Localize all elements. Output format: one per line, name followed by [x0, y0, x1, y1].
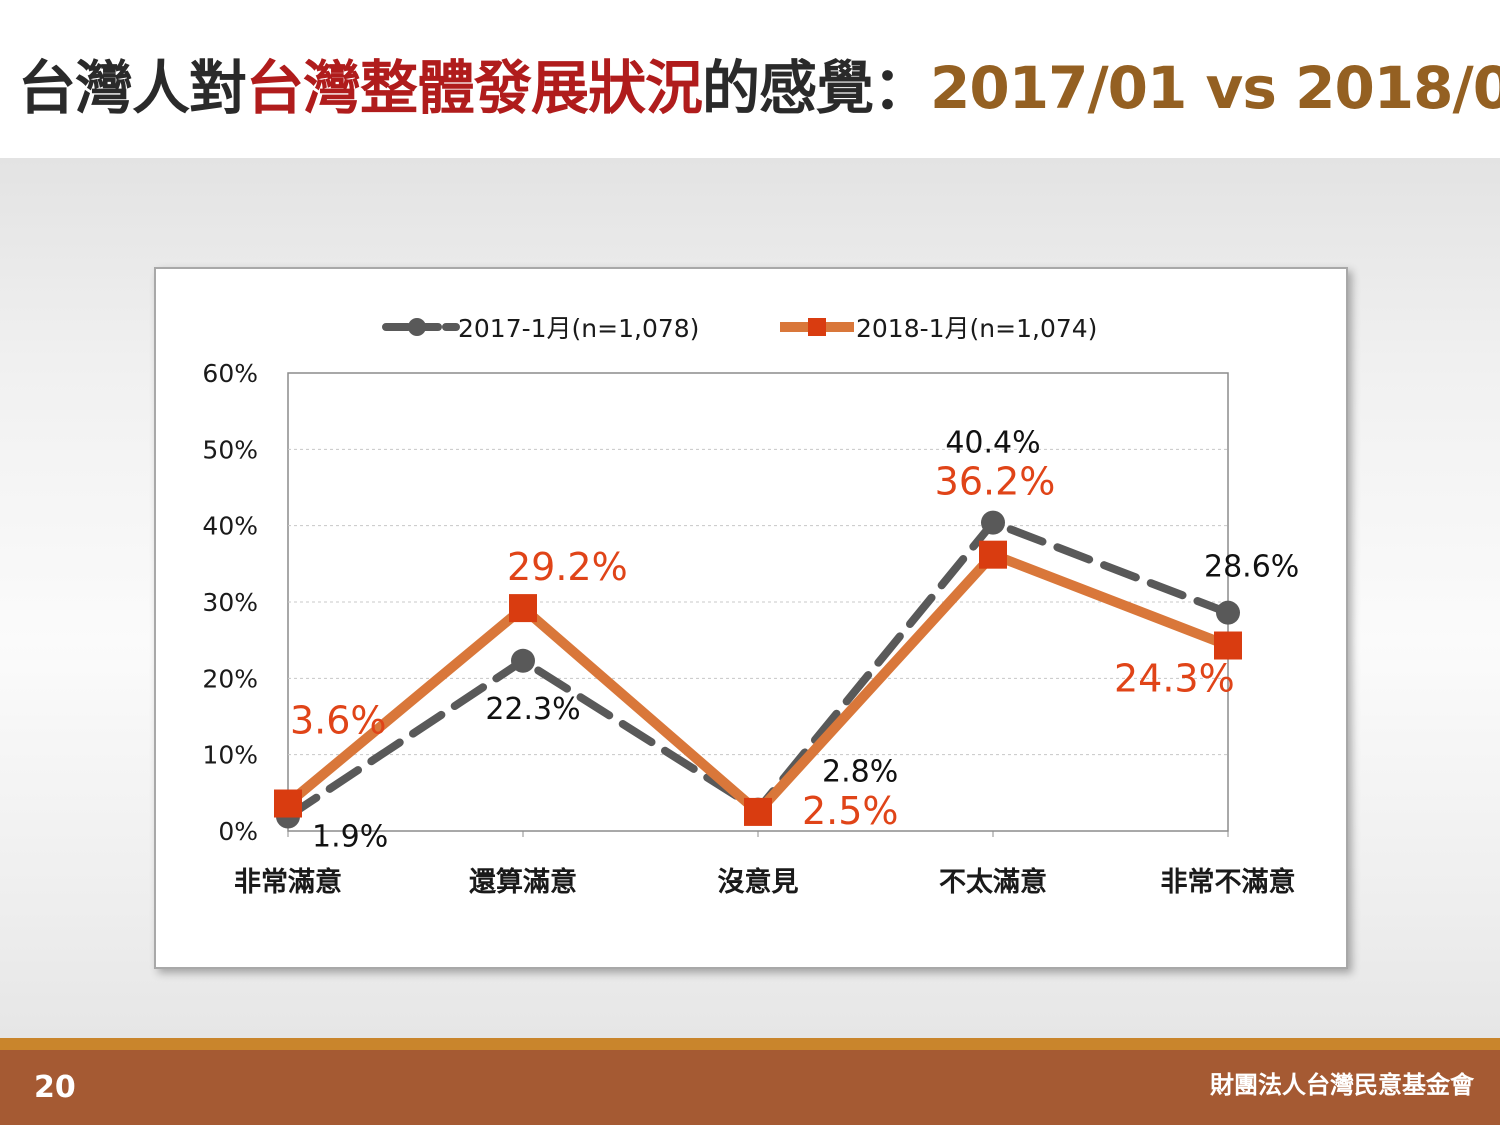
y-tick-label: 10%	[202, 741, 258, 770]
series-2017-marker	[981, 510, 1005, 535]
organization-name: 財團法人台灣民意基金會	[1210, 1071, 1474, 1099]
x-category-label: 沒意見	[718, 866, 799, 898]
page-number: 20	[34, 1070, 76, 1105]
series-2018-data-label: 2.5%	[802, 789, 899, 833]
legend-2017-label: 2017-1月(n=1,078)	[458, 314, 699, 343]
series-2017-line	[284, 518, 1232, 821]
line-chart: 0% 10% 20% 30% 40% 50% 60% 非常滿意 還算滿意 沒意見 不太滿意 非常不滿意…	[202, 314, 1299, 898]
series-2018-marker	[744, 797, 772, 826]
series-2017-marker	[511, 648, 535, 673]
y-tick-label: 20%	[202, 664, 258, 693]
x-category-label: 不太滿意	[939, 866, 1047, 898]
title-part-3: 的感覺：	[702, 54, 931, 122]
series-2018-data-label: 29.2%	[507, 545, 628, 589]
slide-title: 台灣人對台灣整體發展狀況的感覺：2017/01 vs 2018/01	[18, 46, 1500, 130]
chart-frame: 0% 10% 20% 30% 40% 50% 60% 非常滿意 還算滿意 沒意見 不太滿意 非常不滿意…	[154, 267, 1348, 969]
series-2018-marker	[1214, 631, 1242, 660]
series-2017-data-label: 40.4%	[945, 426, 1040, 461]
series-2018-data-label: 36.2%	[935, 460, 1056, 504]
series-2018-marker	[979, 540, 1007, 569]
title-part-4: 2017/01 vs 2018/01	[930, 54, 1500, 122]
slide-header: 台灣人對台灣整體發展狀況的感覺：2017/01 vs 2018/01	[0, 0, 1500, 158]
series-2017-data-label: 2.8%	[822, 755, 898, 790]
x-category-label: 非常不滿意	[1161, 866, 1296, 898]
footer-accent-line	[0, 1038, 1500, 1050]
y-tick-label: 0%	[218, 817, 258, 846]
x-category-label: 非常滿意	[234, 866, 342, 898]
series-2017-data-label: 1.9%	[312, 819, 388, 854]
series-2017-marker	[1216, 600, 1240, 625]
series-2018-data-label: 3.6%	[290, 699, 387, 743]
title-part-1: 台灣人對	[18, 54, 247, 122]
slide-footer: 20 財團法人台灣民意基金會	[0, 1050, 1500, 1125]
series-2018-marker	[274, 789, 302, 818]
series-2017-data-label: 22.3%	[485, 692, 580, 727]
legend-2017-marker	[408, 318, 426, 336]
series-2018-marker	[509, 594, 537, 623]
x-category-label: 還算滿意	[469, 866, 577, 898]
title-part-2: 台灣整體發展狀況	[246, 54, 703, 122]
legend-2018-marker	[808, 318, 826, 336]
series-2017-data-label: 28.6%	[1204, 550, 1299, 585]
y-tick-label: 40%	[202, 512, 258, 541]
y-tick-label: 60%	[202, 359, 258, 388]
y-tick-label: 30%	[202, 588, 258, 617]
y-tick-label: 50%	[202, 435, 258, 464]
legend-2018-label: 2018-1月(n=1,074)	[856, 314, 1097, 343]
series-2018-data-label: 24.3%	[1114, 657, 1235, 701]
series-2018-line	[284, 549, 1230, 817]
